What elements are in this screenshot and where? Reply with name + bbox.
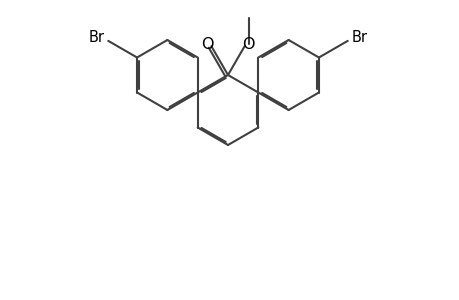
Text: O: O	[201, 37, 213, 52]
Text: Br: Br	[351, 30, 367, 45]
Text: O: O	[242, 37, 254, 52]
Text: Br: Br	[88, 30, 104, 45]
